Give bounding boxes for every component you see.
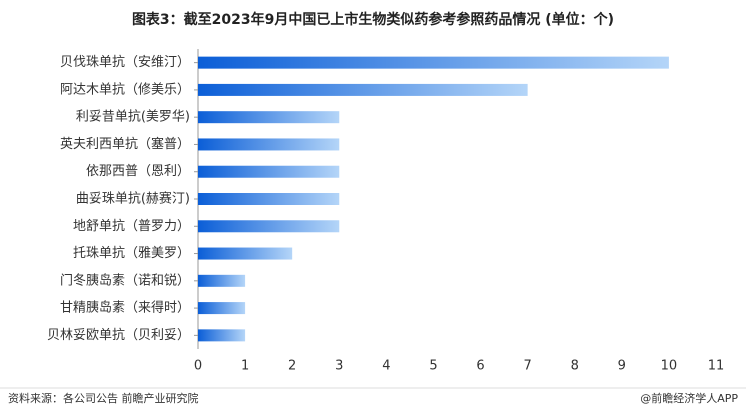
bar xyxy=(198,247,293,260)
x-tick-label: 5 xyxy=(429,359,437,374)
y-tick-label: 英夫利西单抗（塞普） xyxy=(60,136,190,152)
chart-title: 图表3：截至2023年9月中国已上市生物类似药参考参照药品情况 (单位：个) xyxy=(132,11,614,28)
x-tick-label: 2 xyxy=(288,359,296,374)
x-tick-label: 10 xyxy=(661,359,678,374)
x-tick-label: 4 xyxy=(382,359,390,374)
bar xyxy=(198,56,669,69)
y-tick-label: 阿达木单抗（修美乐） xyxy=(60,82,190,97)
bar xyxy=(198,302,246,315)
y-tick-label: 门冬胰岛素（诺和锐） xyxy=(60,272,190,288)
brand: @前瞻经济学人APP xyxy=(640,391,738,405)
x-tick-label: 1 xyxy=(241,359,249,374)
bar xyxy=(198,193,340,205)
y-tick-label: 托珠单抗（雅美罗） xyxy=(73,246,190,261)
bar xyxy=(198,111,340,124)
bar xyxy=(198,165,340,178)
x-tick-label: 3 xyxy=(335,359,343,374)
source: 资料来源：各公司公告 前瞻产业研究院 xyxy=(8,391,199,405)
y-tick-label: 甘精胰岛素（来得时） xyxy=(60,300,190,316)
x-tick-label: 11 xyxy=(708,359,725,374)
x-tick-label: 9 xyxy=(618,359,626,374)
bar xyxy=(198,83,528,96)
y-tick-label: 贝伐珠单抗（安维汀） xyxy=(60,55,190,70)
x-tick-label: 0 xyxy=(194,359,202,374)
x-tick-label: 6 xyxy=(476,359,484,374)
y-tick-label: 贝林妥欧单抗（贝利妥） xyxy=(47,328,190,343)
y-tick-label: 利妥昔单抗(美罗华) xyxy=(76,110,190,125)
y-tick-label: 依那西普（恩利） xyxy=(86,164,190,179)
bar xyxy=(198,329,246,342)
bar xyxy=(198,220,340,233)
y-tick-label: 地舒单抗（普罗力） xyxy=(73,219,190,234)
x-tick-label: 8 xyxy=(571,359,579,374)
bar xyxy=(198,138,340,151)
bar xyxy=(198,274,246,287)
x-tick-label: 7 xyxy=(523,359,531,374)
y-tick-label: 曲妥珠单抗(赫赛汀) xyxy=(76,191,190,207)
